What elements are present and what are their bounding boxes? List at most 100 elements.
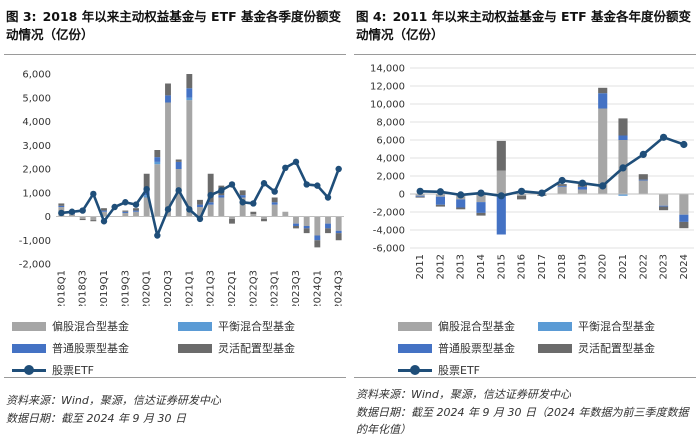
etf-point	[260, 180, 268, 187]
bar-segment	[133, 210, 139, 212]
etf-point	[250, 200, 257, 207]
x-tick-label: 2019Q1	[99, 270, 110, 306]
bar-segment	[271, 202, 278, 205]
legend-label: 普通股票型基金	[438, 342, 515, 355]
etf-point	[186, 206, 193, 213]
y-tick-label: 5,000	[22, 93, 51, 104]
etf-point	[324, 194, 332, 201]
legend-swatch	[538, 321, 572, 331]
legend-swatch	[178, 343, 212, 353]
legend-label: 股票ETF	[52, 364, 94, 377]
bar-segment	[314, 216, 321, 236]
y-tick-label: 3,000	[22, 141, 51, 152]
x-tick-label: 2018Q3	[78, 270, 89, 306]
bar-segment	[165, 95, 171, 103]
y-tick-label: 6,000	[376, 136, 405, 147]
figure-3-source: 资料来源：Wind，聚源，信达证券研发中心	[6, 394, 221, 407]
legend-line-swatch	[12, 364, 46, 376]
bar-segment	[186, 100, 193, 217]
etf-point	[292, 158, 300, 166]
bar-segment	[598, 108, 608, 194]
bar-segment	[186, 97, 193, 101]
figure-4-panel: 图 4: 2011 年以来主动权益基金与 ETF 基金各年度份额变动情况（亿份） …	[350, 0, 700, 442]
y-tick-label: 12,000	[370, 82, 405, 93]
bar-segment	[175, 159, 182, 162]
x-tick-label: 2020Q1	[142, 270, 153, 306]
x-tick-label: 2023Q1	[270, 270, 281, 306]
x-tick-label: 2024	[679, 254, 690, 279]
x-tick-label: 2015	[496, 254, 507, 279]
legend-swatch	[398, 321, 432, 331]
etf-point	[578, 179, 587, 187]
x-tick-label: 2021Q1	[184, 270, 195, 306]
legend-swatch	[12, 321, 46, 331]
bar-segment	[476, 202, 486, 213]
etf-point	[436, 188, 445, 196]
bar-segment	[325, 216, 331, 224]
bar-segment	[618, 118, 628, 136]
bar-segment	[496, 170, 506, 194]
bar-segment	[598, 87, 608, 94]
legend-line-swatch	[398, 364, 432, 376]
bar-segment	[165, 83, 171, 96]
bar-segment	[58, 203, 65, 206]
bar-segment	[165, 102, 171, 217]
bar-segment	[618, 194, 628, 196]
bar-segment	[175, 161, 182, 169]
legend-label: 灵活配置型基金	[218, 342, 295, 355]
y-tick-label: -2,000	[373, 208, 405, 219]
legend-item-putong: 普通股票型基金	[398, 340, 515, 356]
bar-segment	[557, 184, 567, 186]
bar-segment	[207, 173, 214, 203]
bar-segment	[122, 211, 129, 213]
x-tick-label: 2019Q3	[120, 270, 131, 306]
bar-segment	[143, 173, 150, 188]
bar-segment	[197, 207, 203, 217]
etf-point	[271, 188, 278, 195]
etf-point	[639, 150, 647, 158]
etf-point	[218, 187, 225, 194]
bar-segment	[456, 207, 466, 210]
bar-segment	[659, 194, 669, 206]
bar-segment	[476, 212, 486, 216]
bar-segment	[598, 93, 608, 109]
bar-segment	[435, 194, 445, 197]
x-tick-label: 2018	[557, 254, 568, 279]
etf-point	[207, 191, 214, 199]
legend-label: 偏股混合型基金	[52, 320, 129, 333]
bar-segment	[415, 196, 425, 198]
bar-segment	[122, 210, 129, 212]
y-tick-label: 0	[399, 190, 405, 201]
bar-segment	[143, 195, 150, 198]
etf-point	[619, 164, 627, 172]
legend-item-pingheng: 平衡混合型基金	[178, 318, 295, 334]
x-tick-label: 2013	[456, 254, 467, 279]
y-tick-label: 0	[45, 212, 51, 223]
legend-item-etf: 股票ETF	[12, 362, 94, 378]
figure-3-title: 图 3: 2018 年以来主动权益基金与 ETF 基金各季度份额变动情况（亿份）	[6, 8, 346, 44]
bar-segment	[325, 228, 331, 234]
bar-segment	[154, 164, 161, 217]
x-tick-label: 2024Q3	[334, 270, 345, 306]
etf-point	[416, 187, 424, 195]
legend-item-piangu: 偏股混合型基金	[12, 318, 129, 334]
etf-point	[517, 187, 526, 195]
bar-segment	[239, 197, 246, 217]
figure-4-label: 图 4:	[356, 9, 387, 24]
bar-segment	[517, 195, 527, 200]
bar-segment	[618, 135, 628, 140]
etf-point	[314, 182, 321, 189]
legend-label: 股票ETF	[438, 364, 480, 377]
etf-point	[122, 199, 129, 206]
etf-point	[558, 176, 566, 185]
legend-item-linghuo: 灵活配置型基金	[538, 340, 655, 356]
bar-segment	[314, 240, 321, 248]
etf-point	[79, 207, 86, 214]
bar-segment	[577, 186, 587, 190]
x-tick-label: 2014	[476, 254, 487, 279]
etf-point	[164, 206, 172, 213]
bar-segment	[303, 226, 310, 229]
bar-segment	[250, 211, 257, 215]
bar-segment	[122, 212, 129, 217]
bar-segment	[79, 218, 86, 221]
